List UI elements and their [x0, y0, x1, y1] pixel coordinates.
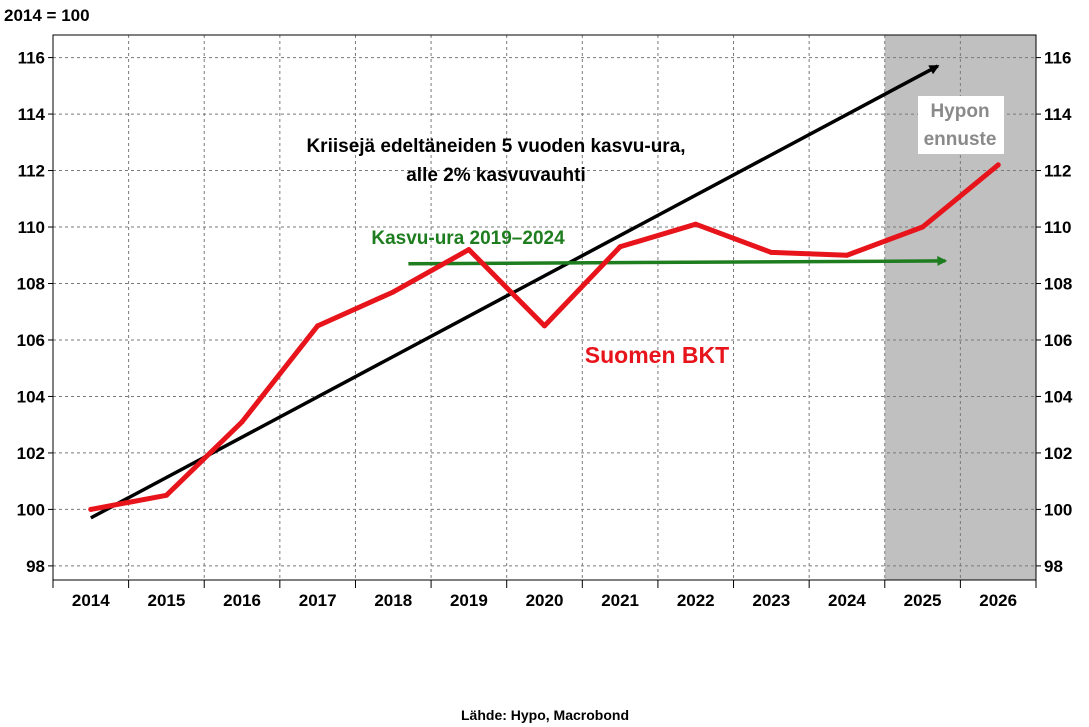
data-point: [390, 289, 396, 295]
y-tick-label-right: 100: [1044, 500, 1072, 519]
x-tick-label: 2017: [299, 591, 337, 610]
trend-label-line-2: alle 2% kasvuvauhti: [406, 165, 586, 186]
data-point: [768, 249, 774, 255]
y-tick-label-right: 106: [1044, 331, 1072, 350]
y-tick-label-left: 104: [17, 387, 46, 406]
data-point: [315, 323, 321, 329]
data-point: [617, 244, 623, 250]
y-tick-label-left: 114: [18, 105, 46, 124]
y-tick-label-right: 108: [1044, 274, 1072, 293]
data-point: [995, 162, 1001, 168]
y-tick-label-left: 108: [17, 274, 45, 293]
x-tick-label: 2016: [223, 591, 261, 610]
x-tick-label: 2020: [526, 591, 564, 610]
trend-lines: [89, 64, 948, 520]
y-tick-label-right: 112: [1044, 162, 1071, 181]
data-point: [88, 506, 94, 512]
x-tick-label: 2025: [904, 591, 942, 610]
x-axis: 2014 2015 2016 2017 2018 2019 2020 2021 2022 2023…: [52, 580, 1037, 610]
y-tick-label-right: 102: [1044, 444, 1072, 463]
source-label: Lähde: Hypo, Macrobond: [461, 707, 629, 723]
forecast-label-box: [918, 96, 1004, 154]
y-tick-label-right: 114: [1044, 105, 1072, 124]
x-tick-label: 2019: [450, 591, 488, 610]
green-trend-label: Kasvu-ura 2019–2024: [371, 228, 565, 249]
data-point: [693, 221, 699, 227]
y-axis-left: 98 100 102 104 106 108 110 112 114 116: [17, 49, 53, 576]
y-tick-label-left: 98: [26, 557, 45, 576]
x-tick-label: 2014: [72, 591, 110, 610]
trend-arrow-green: [408, 255, 948, 266]
data-point: [163, 492, 169, 498]
trend-label-line-1: Kriisejä edeltäneiden 5 vuoden kasvu-ura…: [306, 136, 685, 157]
x-tick-label: 2023: [752, 591, 790, 610]
forecast-label-line-1: Hypon: [930, 101, 989, 122]
y-tick-label-right: 104: [1044, 387, 1073, 406]
series-label: Suomen BKT: [585, 342, 729, 368]
y-tick-label-right: 98: [1044, 557, 1063, 576]
y-tick-label-left: 112: [18, 162, 45, 181]
data-point: [542, 323, 547, 329]
y-tick-label-left: 110: [18, 218, 45, 237]
y-tick-label-right: 110: [1044, 218, 1071, 237]
series-line-suomen-bkt: [88, 162, 1001, 512]
y-axis-right: 98 100 102 104 106 108 110 112 114 116: [1036, 49, 1073, 576]
y-tick-label-left: 102: [17, 444, 45, 463]
plot-frame: [52, 34, 1037, 581]
y-tick-label-left: 116: [18, 49, 45, 68]
data-point: [466, 247, 472, 253]
x-tick-label: 2026: [979, 591, 1017, 610]
forecast-label-line-2: ennuste: [924, 129, 997, 150]
y-axis-label: 2014 = 100: [4, 6, 90, 25]
series: [88, 162, 1001, 512]
data-point: [844, 252, 850, 258]
x-tick-label: 2022: [677, 591, 715, 610]
x-tick-label: 2015: [148, 591, 186, 610]
data-point: [920, 224, 926, 230]
x-tick-label: 2024: [828, 591, 866, 610]
data-point: [239, 419, 245, 425]
y-tick-label-left: 100: [17, 500, 45, 519]
y-tick-label-right: 116: [1044, 49, 1071, 68]
y-tick-label-left: 106: [17, 331, 45, 350]
x-tick-label: 2018: [374, 591, 412, 610]
x-tick-label: 2021: [601, 591, 639, 610]
